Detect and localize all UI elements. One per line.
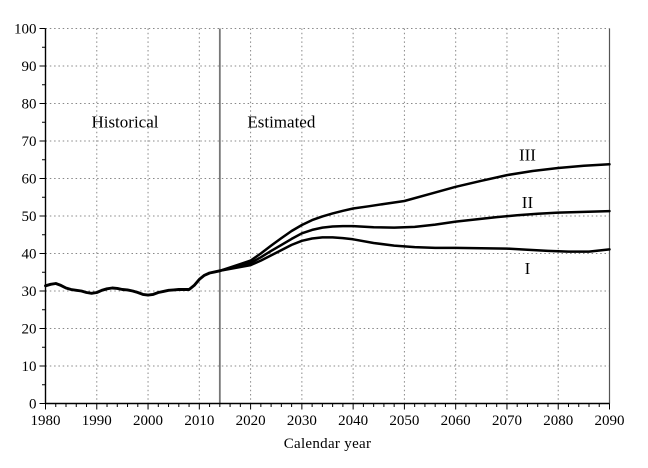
x-tick-label: 2040 — [338, 413, 368, 429]
annotation-i: I — [525, 259, 531, 278]
y-tick-label: 70 — [22, 134, 37, 150]
x-tick-label: 2090 — [595, 413, 625, 429]
series-line-alternative-i — [218, 236, 611, 273]
x-tick-label: 1990 — [82, 413, 112, 429]
x-tick-label: 1980 — [31, 413, 61, 429]
y-tick-label: 40 — [22, 247, 37, 263]
series-line-alternative-iii — [218, 163, 611, 273]
y-tick-label: 100 — [14, 22, 37, 38]
axis-ticks — [39, 28, 610, 410]
y-tick-label: 0 — [29, 397, 37, 413]
x-tick-label: 2000 — [133, 413, 163, 429]
y-tick-label: 60 — [22, 172, 37, 188]
x-tick-label: 2080 — [543, 413, 573, 429]
x-tick-label: 2010 — [184, 413, 214, 429]
y-tick-label: 90 — [22, 59, 37, 75]
annotation-historical: Historical — [91, 113, 158, 132]
series-line-alternative-ii — [218, 209, 611, 273]
x-tick-label: 2070 — [492, 413, 522, 429]
x-tick-label: 2050 — [389, 413, 419, 429]
annotation-iii: III — [519, 146, 536, 165]
x-tick-label: 2060 — [441, 413, 471, 429]
x-tick-label: 2030 — [287, 413, 317, 429]
y-tick-label: 30 — [22, 284, 37, 300]
x-tick-label: 2020 — [236, 413, 266, 429]
annotation-ii: II — [522, 193, 534, 212]
y-tick-label: 10 — [22, 359, 37, 375]
y-tick-label: 20 — [22, 322, 37, 338]
y-tick-label: 50 — [22, 209, 37, 225]
annotation-estimated: Estimated — [247, 113, 315, 132]
series-line-historical — [44, 269, 222, 297]
x-axis-title: Calendar year — [283, 436, 372, 452]
y-tick-label: 80 — [22, 97, 37, 113]
